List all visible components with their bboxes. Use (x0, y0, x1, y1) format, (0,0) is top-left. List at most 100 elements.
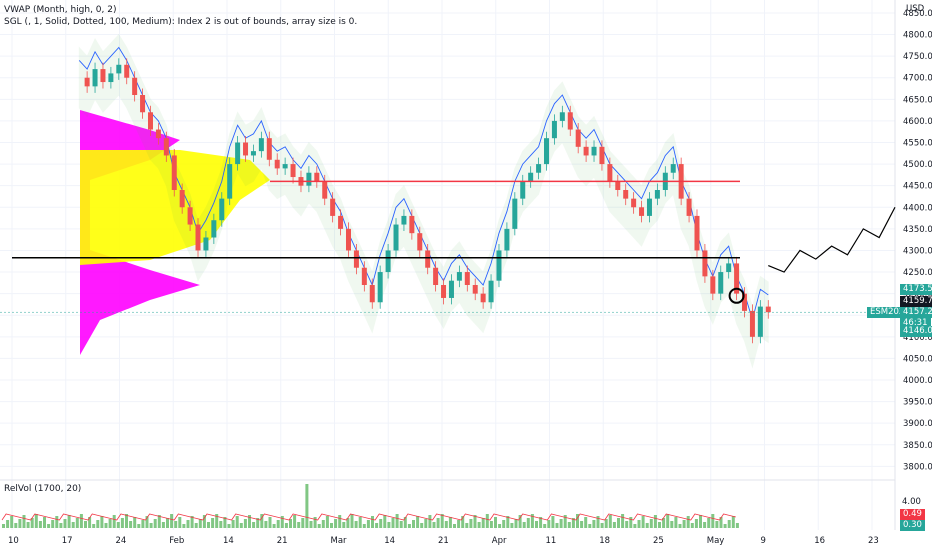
candle-body (132, 77, 138, 95)
symbol-tag: ESM2022 (867, 307, 913, 318)
relvol-bar (161, 522, 165, 528)
countdown-tag: 46:31 (900, 318, 931, 329)
relvol-bar (604, 519, 608, 528)
currency-label: USD (906, 4, 925, 14)
relvol-bar (555, 523, 559, 528)
relvol-bar (580, 521, 584, 528)
relvol-bar (727, 520, 731, 528)
relvol-bar (576, 514, 579, 528)
candle-body (575, 129, 581, 147)
x-tick-label: 21 (438, 536, 449, 546)
relvol-bar (166, 518, 169, 528)
candle-body (322, 181, 328, 199)
relvol-bar (633, 524, 637, 528)
relvol-bar (215, 514, 219, 528)
candle-body (385, 250, 391, 273)
candle-body (425, 250, 431, 268)
relvol-bar (662, 518, 666, 528)
relvol-bar (321, 520, 325, 528)
relvol-bar (457, 520, 461, 528)
relvol-bar (707, 518, 711, 528)
relvol-bar (686, 516, 690, 528)
candle-body (369, 285, 375, 303)
relvol-bar (600, 523, 604, 528)
candle-body (631, 198, 637, 208)
candle-body (702, 250, 708, 277)
relvol-bar (84, 521, 87, 528)
relvol-bar (227, 524, 231, 528)
relvol-bar (22, 515, 26, 528)
relvol-bar (92, 524, 96, 528)
relvol-bar (305, 484, 309, 528)
relvol-bar (276, 520, 280, 528)
relvol-bar (494, 517, 497, 528)
relvol-scale: 4.00 (902, 497, 921, 507)
relvol-red-line (1, 513, 736, 521)
relvol-bar (268, 517, 272, 528)
relvol-bar (567, 522, 571, 528)
relvol-green-tag: 0.30 (900, 520, 925, 531)
relvol-bar (383, 515, 387, 528)
candle-body (195, 224, 201, 251)
candle-body (266, 138, 272, 160)
relvol-red-tag: 0.49 (900, 509, 925, 520)
relvol-bar (125, 514, 128, 528)
candle-body (646, 198, 652, 216)
candle-body (726, 263, 732, 273)
relvol-bar (170, 514, 174, 528)
relvol-bar (432, 522, 436, 528)
candle-body (615, 181, 621, 190)
relvol-bar (211, 518, 215, 528)
relvol-bar (391, 518, 395, 528)
candle-body (84, 77, 90, 87)
relvol-bar (387, 522, 391, 528)
relvol-bar (711, 514, 715, 528)
relvol-bar (379, 519, 383, 528)
relvol-bar (637, 520, 641, 528)
relvol-bar (358, 517, 362, 528)
candle-body (567, 112, 573, 130)
y-tick-label: 4850.00 (903, 9, 932, 19)
relvol-bar (284, 523, 288, 528)
projection-path (768, 206, 896, 273)
relvol-bar (252, 522, 256, 528)
candle-body (219, 198, 225, 221)
relvol-bar (174, 521, 178, 528)
relvol-bar (149, 523, 153, 528)
relvol-bar (448, 517, 452, 528)
candle-body (401, 215, 407, 225)
relvol-bar (59, 523, 63, 528)
relvol-bar (719, 517, 723, 528)
relvol-bar (63, 519, 67, 528)
relvol-bar (207, 522, 210, 528)
relvol-bar (465, 523, 469, 528)
relvol-bar (219, 521, 223, 528)
relvol-bar (395, 514, 399, 528)
relvol-bar (272, 524, 276, 528)
candle-body (140, 95, 146, 113)
relvol-bar (375, 523, 379, 528)
relvol-bar (133, 517, 137, 528)
candle-body (314, 172, 320, 182)
relvol-bar (399, 521, 403, 528)
y-tick-label: 3900.00 (903, 419, 932, 429)
relvol-bar (38, 521, 42, 528)
candle-body (757, 306, 763, 337)
relvol-bar (108, 519, 112, 528)
relvol-bar (309, 521, 313, 528)
relvol-bar (264, 521, 268, 528)
relvol-bar (100, 516, 104, 528)
candle-body (464, 272, 470, 285)
candle-body (338, 215, 344, 229)
relvol-bar (506, 516, 510, 528)
relvol-bar (112, 515, 116, 528)
relvol-bar (543, 524, 547, 528)
y-tick-label: 4400.00 (903, 203, 932, 213)
x-tick-label: 14 (223, 536, 234, 546)
candle-body (536, 164, 542, 173)
x-tick-label: 17 (62, 536, 73, 546)
relvol-bar (699, 515, 702, 528)
relvol-bar (617, 518, 620, 528)
